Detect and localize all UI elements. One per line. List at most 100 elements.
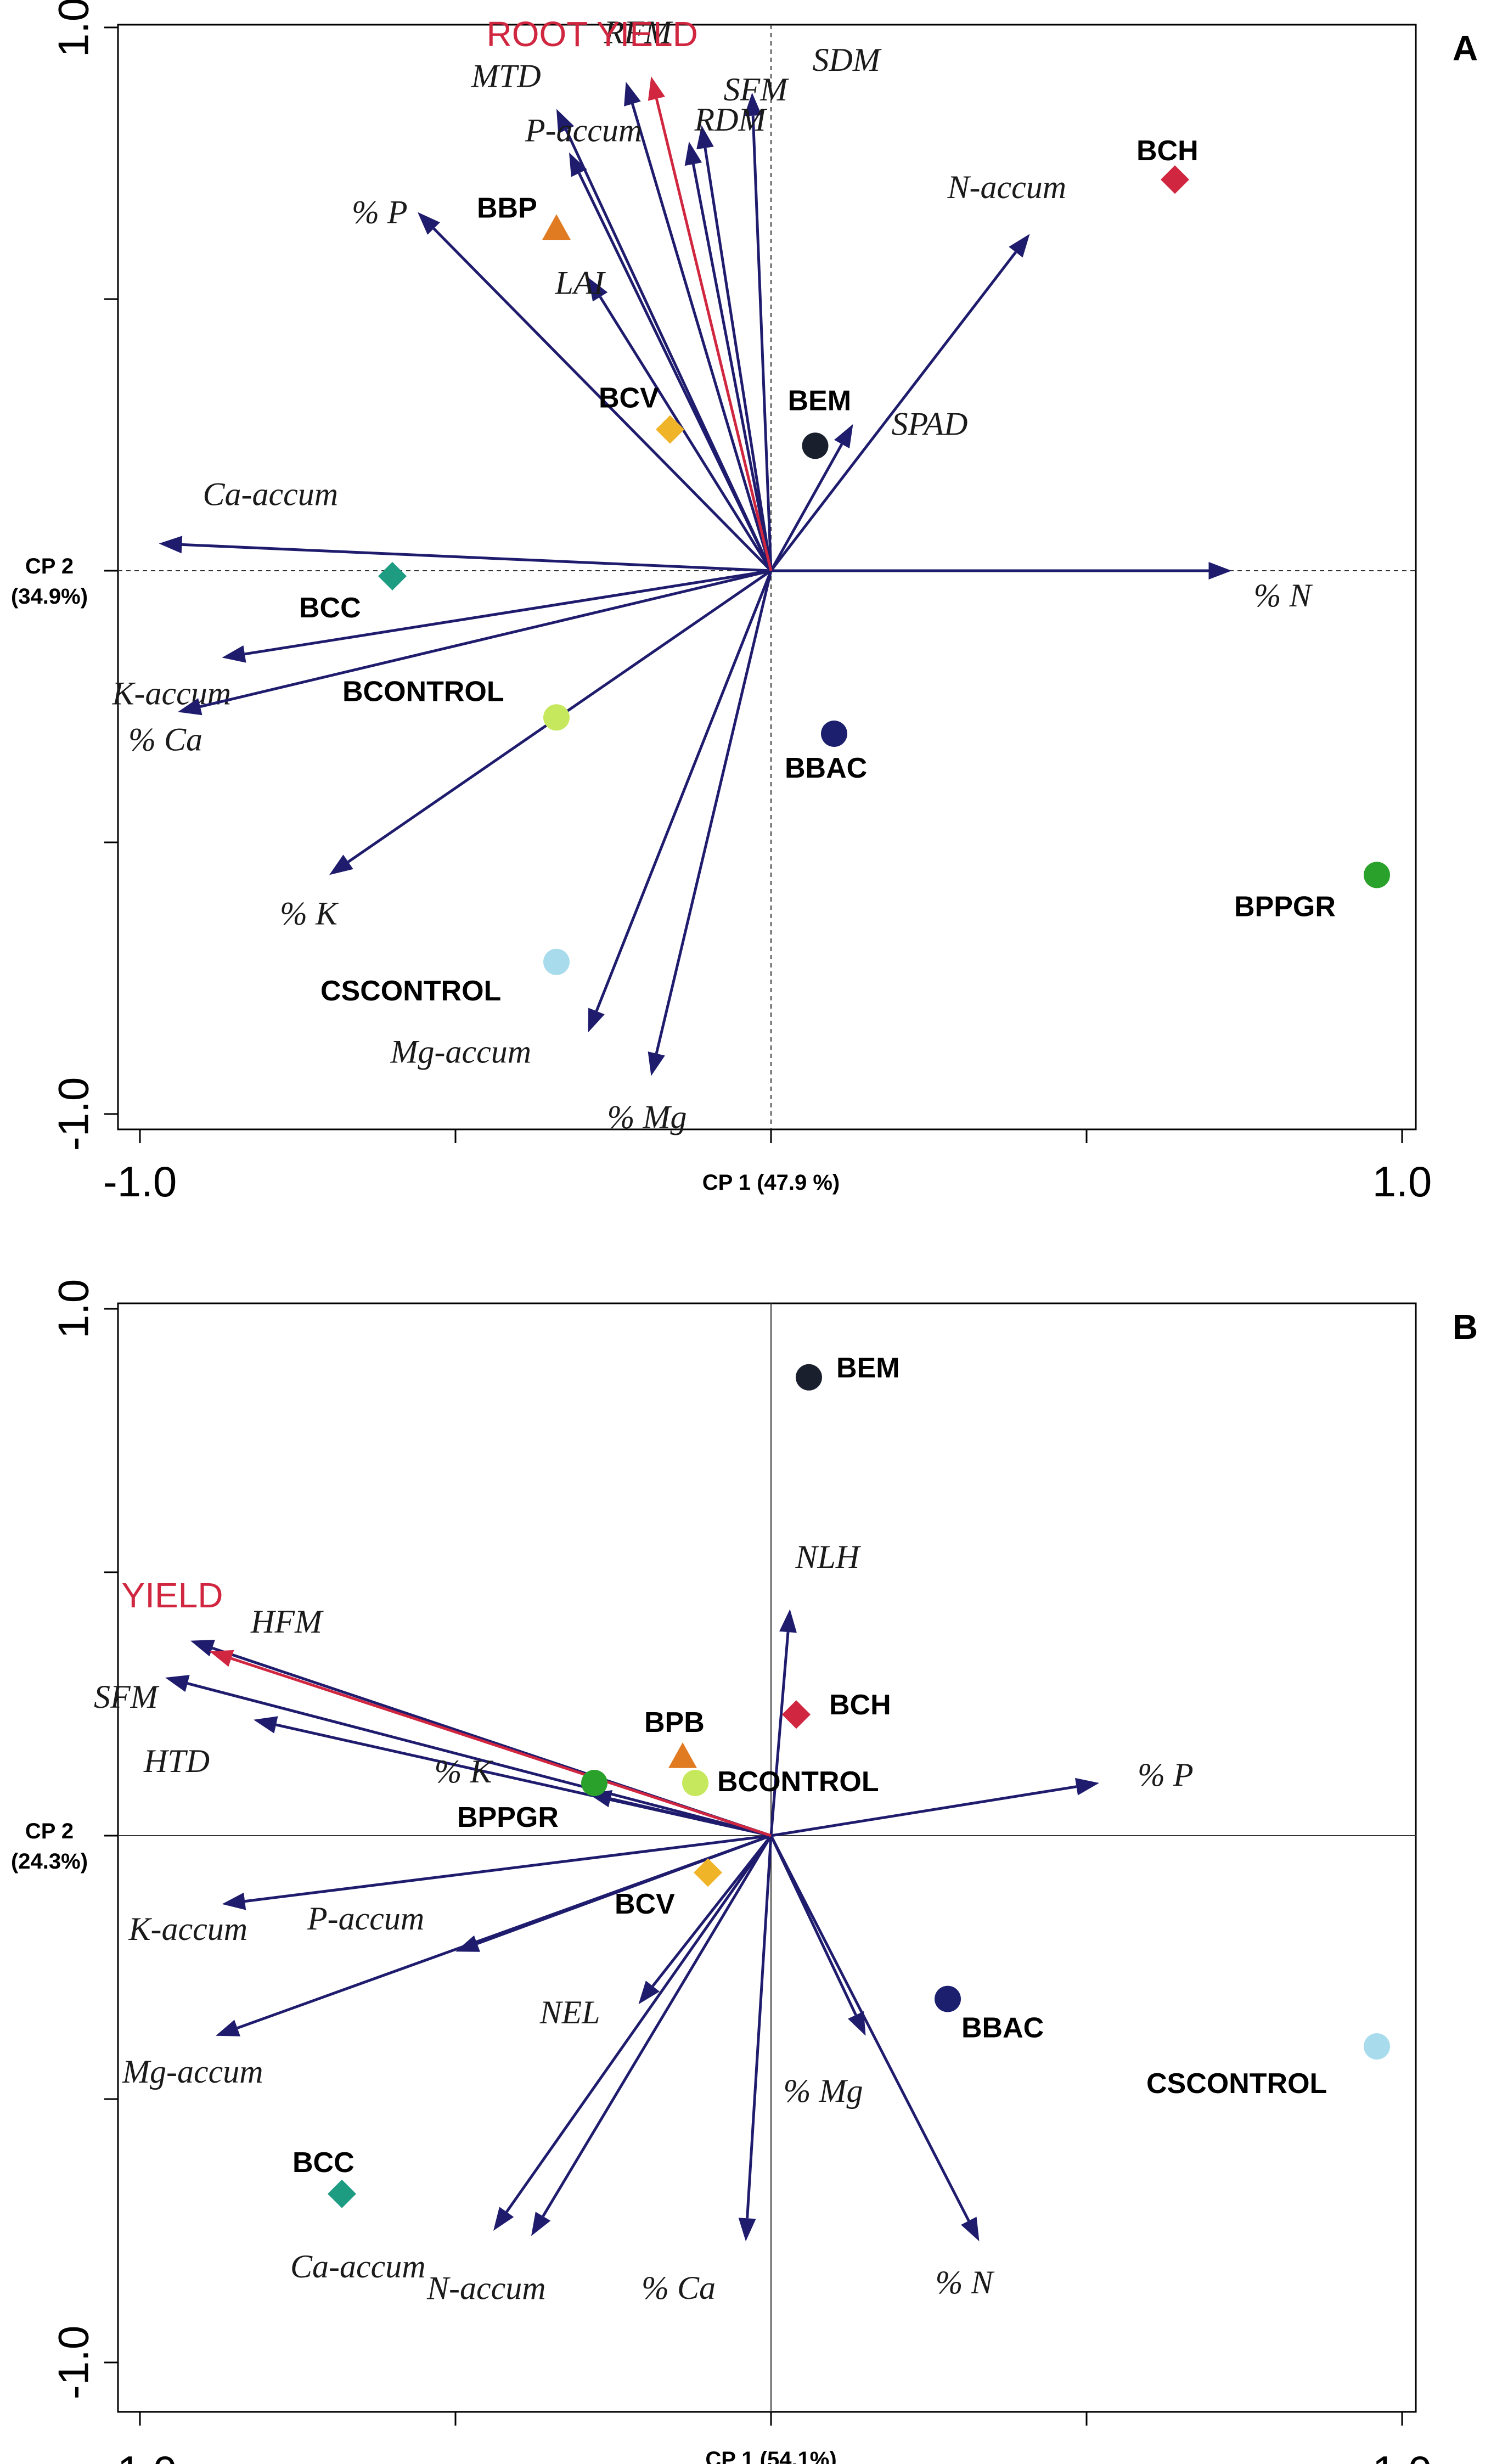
vector-label: NEL bbox=[539, 1994, 600, 2030]
vector-label: MTD bbox=[471, 58, 541, 94]
loading-vector-shaft bbox=[769, 1632, 790, 1836]
loading-vector-head bbox=[329, 854, 353, 875]
loading-vector-head bbox=[588, 277, 608, 302]
loading-vector-shaft bbox=[751, 115, 773, 571]
vector-label: K-accum bbox=[128, 1911, 248, 1947]
loading-vector-head bbox=[961, 2217, 980, 2242]
vector-label: Ca-accum bbox=[203, 476, 339, 513]
loading-vector-head bbox=[216, 2019, 240, 2037]
vector-label: N-accum bbox=[426, 2270, 546, 2307]
y-axis-title-variance: (34.9%) bbox=[11, 584, 88, 609]
loading-vector-shaft bbox=[505, 1835, 773, 2213]
vector-label: Mg-accum bbox=[122, 2054, 263, 2090]
loading-vector-head bbox=[834, 424, 853, 449]
y-axis-title: CP 2 bbox=[25, 1819, 74, 1843]
treatment-point bbox=[668, 1742, 697, 1768]
loading-vector-shaft bbox=[655, 570, 773, 1054]
treatment-point bbox=[782, 1700, 811, 1729]
loading-vector-shaft bbox=[200, 569, 772, 708]
x-tick-label: -1.0 bbox=[103, 2447, 177, 2464]
y-axis-title: CP 2 bbox=[25, 554, 74, 578]
loading-vector-shaft bbox=[610, 1797, 772, 1837]
loading-vector-head bbox=[684, 141, 702, 166]
response-vector-head bbox=[209, 1650, 234, 1667]
vector-label: % Mg bbox=[607, 1099, 687, 1135]
response-vector-shaft bbox=[655, 98, 773, 571]
loading-vector-shaft bbox=[182, 543, 772, 572]
treatment-point bbox=[656, 415, 684, 444]
loading-vector-shaft bbox=[631, 103, 773, 571]
treatment-label: CSCONTROL bbox=[1146, 2068, 1327, 2100]
y-tick-label: 1.0 bbox=[49, 0, 98, 57]
loading-vector-head bbox=[588, 1008, 605, 1033]
loading-vector-head bbox=[738, 2218, 756, 2242]
loading-vector-shaft bbox=[770, 1785, 1077, 1837]
treatment-label: BBAC bbox=[785, 752, 867, 784]
vector-label: N-accum bbox=[947, 169, 1067, 205]
loading-vector-head bbox=[159, 536, 183, 554]
vector-label: % N bbox=[1254, 577, 1313, 614]
vector-label: P-accum bbox=[525, 112, 642, 149]
treatment-label: BEM bbox=[788, 385, 852, 417]
treatment-label: BBAC bbox=[961, 2012, 1044, 2044]
vector-label: SPAD bbox=[892, 406, 968, 442]
loading-vector-shaft bbox=[237, 1834, 772, 2029]
loading-vector-head bbox=[696, 125, 714, 150]
loading-vector-head bbox=[222, 645, 246, 663]
loading-vector-head bbox=[1074, 1777, 1099, 1796]
panel-b: -1.0 1.0 -1.0 1.0 CP 1 (54.1%) CP 2 (24.3%) B HF… bbox=[11, 1279, 1478, 2464]
loading-vector-head bbox=[638, 1981, 660, 2005]
treatment-label: BCC bbox=[299, 592, 361, 624]
x-axis-title: CP 1 (47.9 %) bbox=[702, 1171, 840, 1195]
loading-vector-head bbox=[178, 698, 202, 716]
treatment-point bbox=[378, 561, 407, 590]
treatment-label: BCH bbox=[829, 1689, 891, 1721]
loading-vector-shaft bbox=[704, 148, 773, 571]
y-axis-title-variance: (24.3%) bbox=[11, 1849, 88, 1874]
vector-label: K-accum bbox=[112, 675, 232, 711]
treatment-label: BPB bbox=[644, 1707, 705, 1739]
loading-vector-head bbox=[418, 212, 440, 235]
x-tick-label: 1.0 bbox=[1372, 2447, 1432, 2464]
treatment-point bbox=[543, 948, 570, 975]
plot-frame bbox=[117, 24, 1417, 1130]
vector-label: Mg-accum bbox=[390, 1034, 532, 1070]
vector-label: SDM bbox=[813, 42, 882, 78]
treatment-point bbox=[821, 721, 847, 747]
vector-label: % Ca bbox=[128, 721, 202, 757]
treatment-point bbox=[1364, 862, 1390, 888]
loading-vector-shaft bbox=[542, 1835, 773, 2217]
vector-label: SFM bbox=[724, 71, 790, 108]
vector-label: % P bbox=[1138, 1757, 1194, 1793]
loading-vector-head bbox=[165, 1675, 190, 1692]
loading-vector-shaft bbox=[746, 1835, 773, 2219]
treatment-point bbox=[581, 1770, 607, 1796]
loading-vector-head bbox=[779, 1609, 797, 1633]
loading-vector-shaft bbox=[244, 1834, 772, 1903]
response-vector-head bbox=[648, 76, 665, 101]
treatment-point bbox=[1161, 165, 1189, 194]
loading-vector-shaft bbox=[244, 569, 772, 656]
treatment-label: BPPGR bbox=[1234, 891, 1336, 922]
treatment-label: BBP bbox=[477, 192, 537, 224]
panel-label: A bbox=[1453, 29, 1478, 68]
treatment-point bbox=[796, 1364, 822, 1391]
vector-label: HTD bbox=[143, 1743, 210, 1779]
loading-vector-head bbox=[848, 2011, 866, 2036]
treatment-point bbox=[1364, 2033, 1390, 2060]
panel-a: -1.0 1.0 -1.0 1.0 CP 1 (47.9 %) CP 2 (34.9%) A R… bbox=[11, 0, 1478, 1206]
x-tick-label: -1.0 bbox=[103, 1157, 177, 1206]
loading-vector-head bbox=[648, 1051, 665, 1076]
vector-label: % N bbox=[936, 2264, 995, 2300]
treatment-point bbox=[935, 1985, 961, 2012]
vector-label: RDM bbox=[694, 102, 768, 138]
loading-vector-head bbox=[1009, 234, 1030, 258]
treatment-point bbox=[682, 1770, 708, 1796]
loading-vector-head bbox=[531, 2212, 551, 2236]
vector-label: SFM bbox=[94, 1679, 160, 1715]
treatment-label: BCV bbox=[615, 1888, 675, 1920]
treatment-point bbox=[802, 432, 829, 459]
loading-vector-head bbox=[569, 152, 587, 177]
treatment-point bbox=[694, 1858, 722, 1887]
treatment-label: BCC bbox=[292, 2147, 355, 2179]
